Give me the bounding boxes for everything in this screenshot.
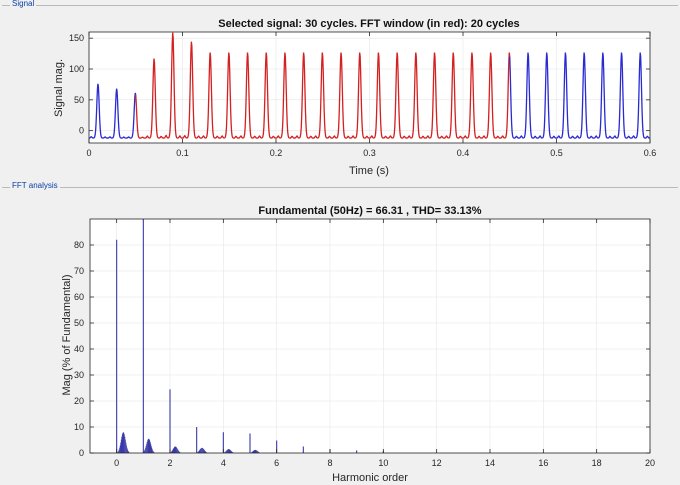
fft-ytick-label: 10	[74, 422, 84, 432]
signal-panel-label: Signal	[10, 0, 37, 8]
fft-xtick-label: 18	[592, 458, 602, 468]
fft-ytick-label: 70	[74, 266, 84, 276]
fft-ytick-label: 40	[74, 344, 84, 354]
fft-xtick-label: 14	[485, 458, 495, 468]
fft-xlabel: Harmonic order	[332, 472, 408, 484]
fft-chart: 0 2 4 6 8 10 12 14 16 18 20 0 10 20 30 40 50 60 70 80 Funda…	[61, 205, 655, 484]
signal-ytick-label: 100	[69, 64, 84, 74]
fft-ytick-label: 0	[79, 448, 84, 458]
signal-xtick-label: 0.2	[270, 148, 283, 158]
signal-chart: 0 0.1 0.2 0.3 0.4 0.5 0.6 0 50 100 150 Selected si…	[53, 18, 656, 177]
signal-xtick-label: 0.6	[644, 148, 657, 158]
signal-ylabel: Signal mag.	[53, 59, 65, 117]
fft-title: Fundamental (50Hz) = 66.31 , THD= 33.13%	[258, 205, 481, 217]
signal-xtick-label: 0	[86, 148, 91, 158]
fft-ylabel: Mag (% of Fundamental)	[61, 274, 73, 395]
signal-panel: Signal	[2, 0, 678, 176]
fft-xtick-label: 20	[645, 458, 655, 468]
fft-xtick-label: 0	[114, 458, 119, 468]
signal-title: Selected signal: 30 cycles. FFT window (…	[218, 18, 519, 30]
signal-line-after-window	[509, 52, 650, 139]
fft-xtick-label: 10	[378, 458, 388, 468]
fft-bars	[116, 219, 384, 453]
fft-axes-box	[89, 218, 651, 454]
fft-ytick-label: 30	[74, 370, 84, 380]
fft-panel: FFT analysis	[2, 181, 678, 484]
fft-xtick-label: 4	[221, 458, 226, 468]
fft-xtick-label: 2	[167, 458, 172, 468]
signal-ytick-label: 0	[79, 126, 84, 136]
fft-panel-label: FFT analysis	[10, 181, 60, 190]
signal-ytick-label: 150	[69, 33, 84, 43]
fft-xtick-label: 8	[327, 458, 332, 468]
fft-ytick-label: 60	[74, 292, 84, 302]
signal-xtick-label: 0.4	[457, 148, 470, 158]
fft-xtick-label: 12	[432, 458, 442, 468]
fft-plot-area	[90, 219, 650, 453]
signal-xtick-label: 0.1	[176, 148, 189, 158]
fft-ytick-label: 20	[74, 396, 84, 406]
fft-ytick-label: 50	[74, 318, 84, 328]
signal-line-before-window	[88, 83, 137, 139]
signal-xlabel: Time (s)	[349, 165, 389, 177]
fft-xtick-label: 16	[538, 458, 548, 468]
signal-xtick-label: 0.5	[550, 148, 563, 158]
signal-line-fft-window	[135, 32, 511, 139]
signal-ticks: 0 0.1 0.2 0.3 0.4 0.5 0.6 0 50 100 150	[69, 32, 656, 158]
fft-xtick-label: 6	[274, 458, 279, 468]
fft-ytick-label: 80	[74, 240, 84, 250]
signal-xtick-label: 0.3	[363, 148, 376, 158]
fft-ticks: 0 2 4 6 8 10 12 14 16 18 20 0 10 20 30 40 50 60 70 80	[74, 219, 655, 468]
signal-ytick-label: 50	[74, 95, 84, 105]
